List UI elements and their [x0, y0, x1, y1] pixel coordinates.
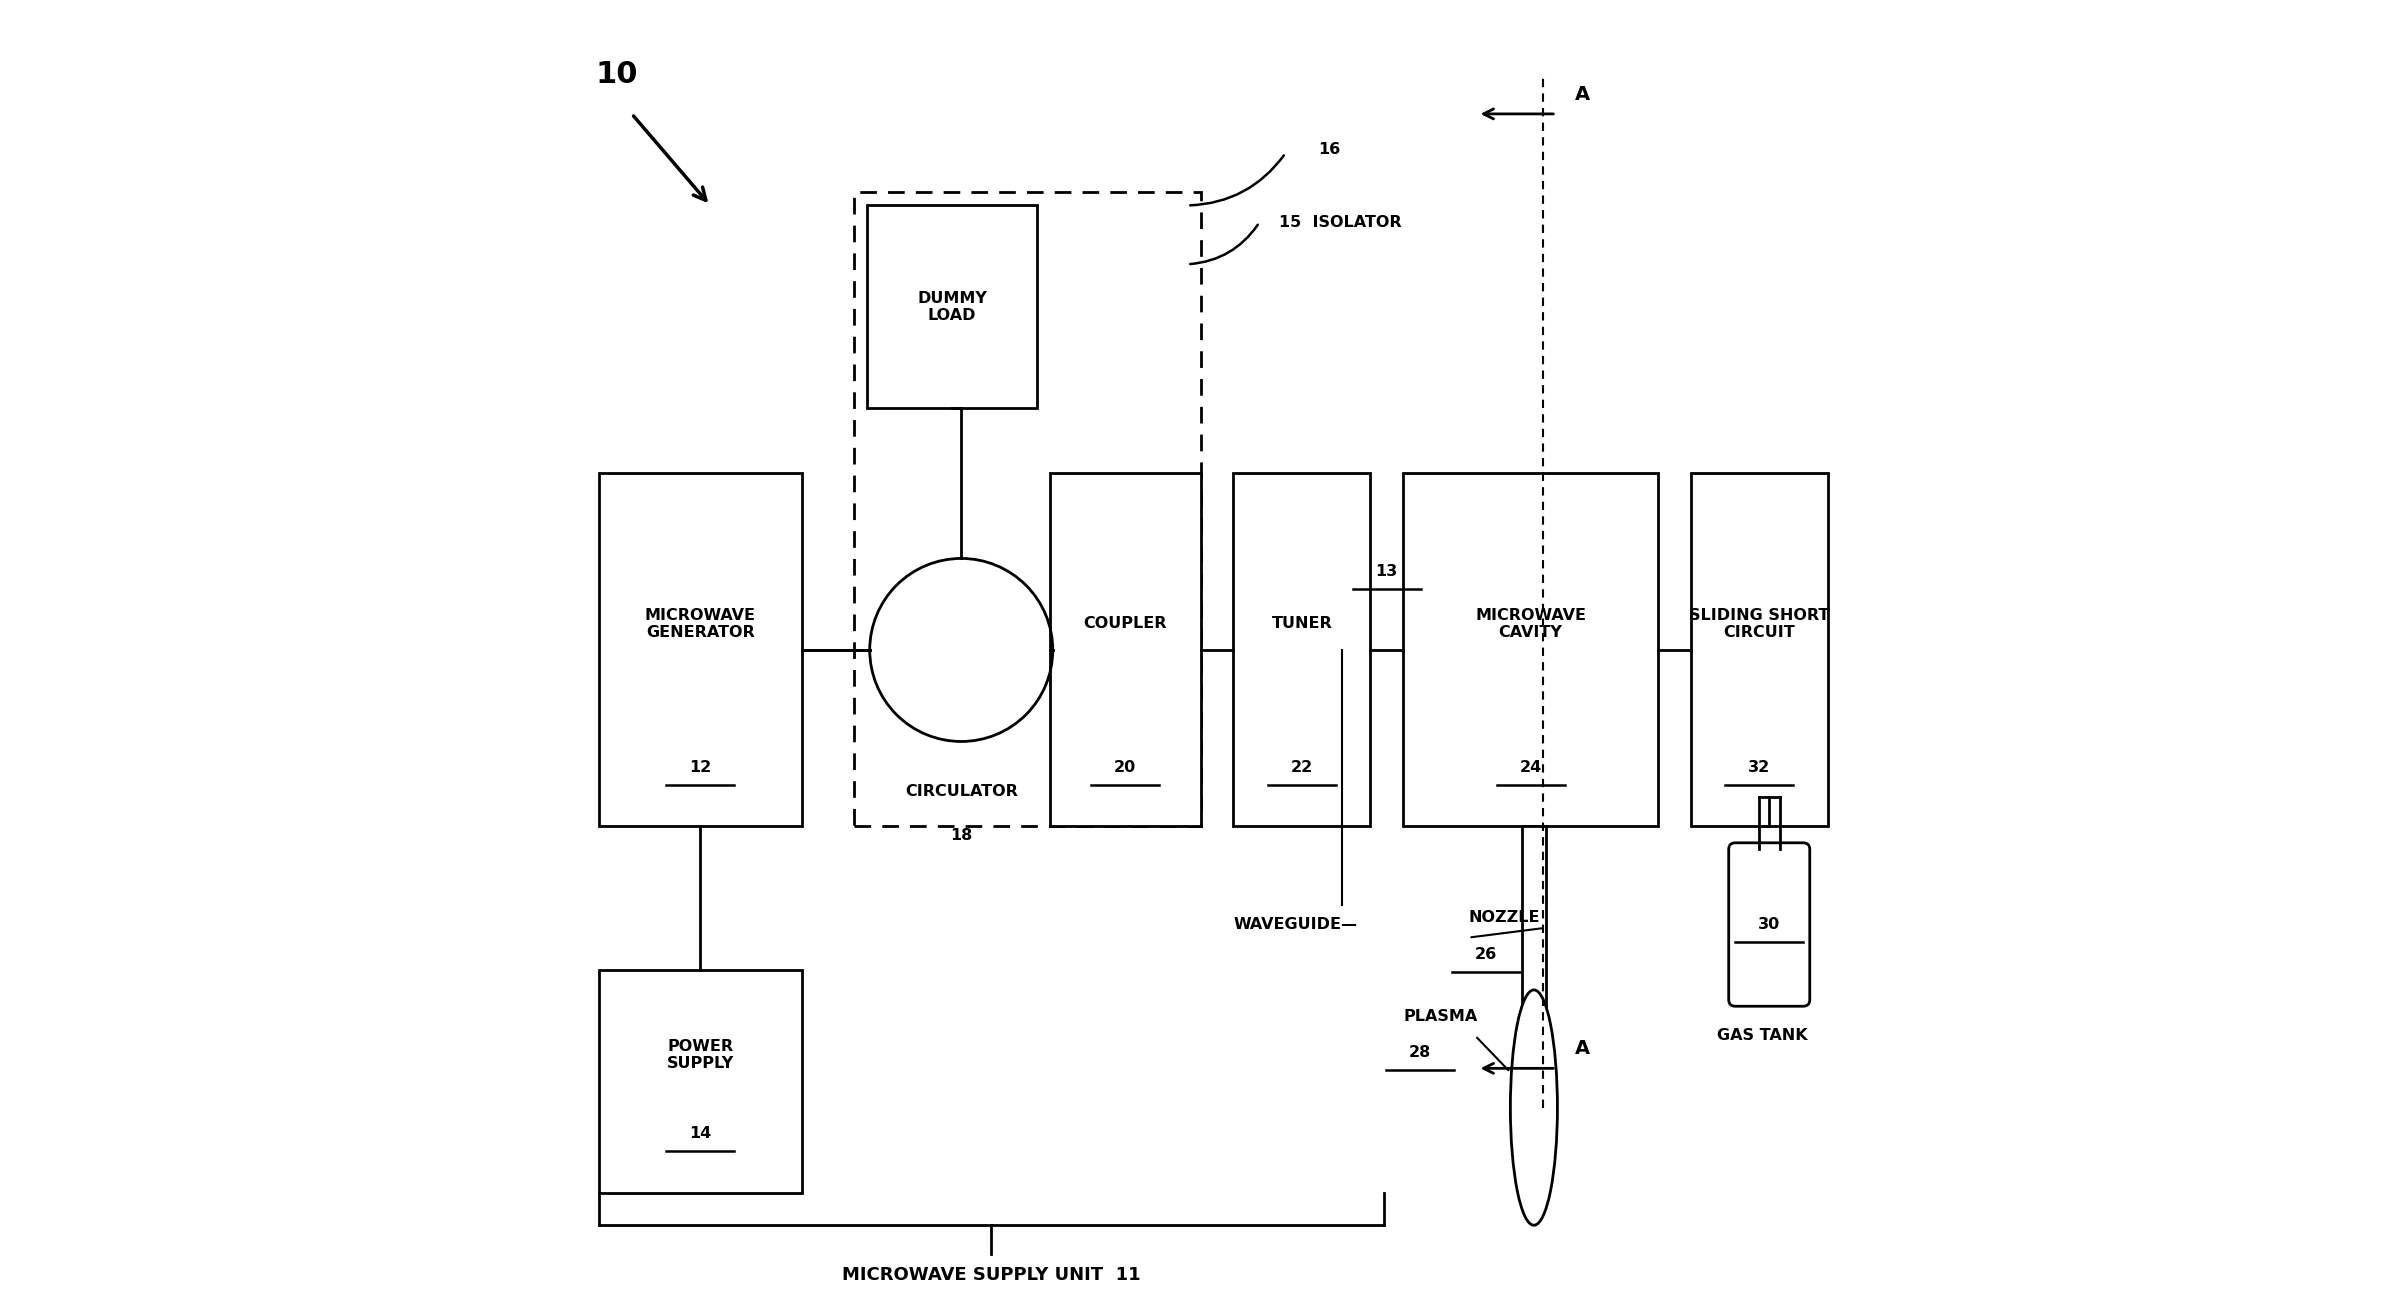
Text: A: A — [1575, 85, 1589, 104]
Text: 15  ISOLATOR: 15 ISOLATOR — [1280, 215, 1402, 230]
Bar — [1402, 474, 1659, 826]
Text: MICROWAVE
CAVITY: MICROWAVE CAVITY — [1474, 608, 1587, 639]
Bar — [855, 193, 1200, 826]
Text: PLASMA: PLASMA — [1402, 1008, 1477, 1024]
Text: MICROWAVE
GENERATOR: MICROWAVE GENERATOR — [646, 608, 756, 639]
Text: 30: 30 — [1758, 916, 1782, 932]
Text: 24: 24 — [1520, 760, 1541, 775]
Text: NOZZLE: NOZZLE — [1469, 910, 1539, 926]
Bar — [867, 205, 1037, 408]
Text: A: A — [1575, 1039, 1589, 1058]
Text: TUNER: TUNER — [1273, 616, 1333, 632]
Bar — [1234, 474, 1371, 826]
Text: DUMMY
LOAD: DUMMY LOAD — [917, 290, 987, 323]
Bar — [1690, 474, 1827, 826]
Ellipse shape — [1510, 990, 1558, 1225]
Text: 22: 22 — [1292, 760, 1313, 775]
Text: 12: 12 — [689, 760, 711, 775]
Text: 16: 16 — [1318, 142, 1340, 156]
Bar — [600, 970, 802, 1192]
Text: 10: 10 — [595, 60, 639, 89]
Text: 20: 20 — [1114, 760, 1136, 775]
Text: CIRCULATOR: CIRCULATOR — [905, 784, 1018, 798]
Text: POWER
SUPPLY: POWER SUPPLY — [667, 1039, 735, 1071]
Text: 28: 28 — [1409, 1045, 1431, 1060]
Bar — [1049, 474, 1200, 826]
FancyBboxPatch shape — [1729, 843, 1810, 1006]
Text: COUPLER: COUPLER — [1083, 616, 1167, 632]
Text: SLIDING SHORT
CIRCUIT: SLIDING SHORT CIRCUIT — [1690, 608, 1830, 639]
Bar — [1522, 826, 1546, 1082]
Bar — [600, 474, 802, 826]
Text: MICROWAVE SUPPLY UNIT  11: MICROWAVE SUPPLY UNIT 11 — [843, 1266, 1140, 1284]
Text: WAVEGUIDE—: WAVEGUIDE— — [1234, 916, 1357, 932]
Text: 26: 26 — [1474, 947, 1496, 962]
Text: GAS TANK: GAS TANK — [1717, 1028, 1808, 1043]
Text: 18: 18 — [951, 829, 972, 843]
Text: 32: 32 — [1748, 760, 1770, 775]
Text: 13: 13 — [1376, 565, 1397, 579]
Text: 14: 14 — [689, 1127, 711, 1141]
